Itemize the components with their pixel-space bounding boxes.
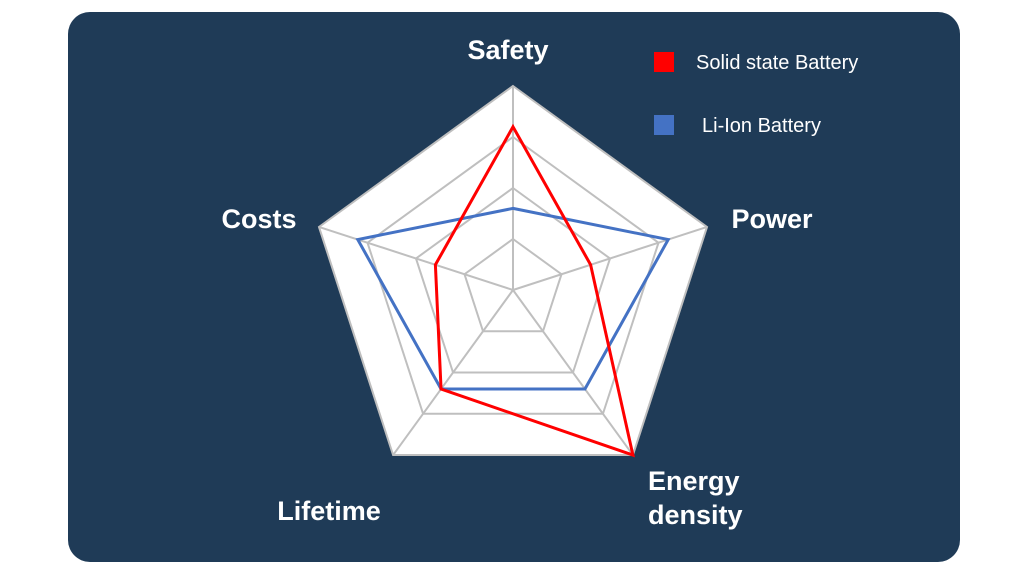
grid-ring <box>414 186 612 374</box>
axis-label: Costs <box>221 204 296 234</box>
axis-label: Power <box>731 204 813 234</box>
series-line-1 <box>433 123 635 458</box>
legend-label: Li-Ion Battery <box>702 115 821 137</box>
legend-swatch <box>654 52 674 72</box>
axis-label: Energy density <box>648 466 743 530</box>
grid-layer <box>317 84 709 457</box>
legend-swatch <box>654 115 674 135</box>
legend: Solid state Battery Li-Ion Battery <box>654 52 858 137</box>
series-layer <box>355 123 671 458</box>
series-line-2 <box>355 206 671 391</box>
axis-label: Lifetime <box>277 496 381 526</box>
axis-label: Safety <box>467 35 548 65</box>
axis-label-layer: Safety Power Energy density Lifetime Costs <box>221 35 813 530</box>
grid-spoke <box>512 289 634 456</box>
grid-spoke <box>512 226 708 291</box>
grid-spoke <box>318 226 514 291</box>
grid-ring <box>463 237 563 333</box>
legend-label: Solid state Battery <box>696 52 858 74</box>
grid-spoke <box>392 289 514 456</box>
